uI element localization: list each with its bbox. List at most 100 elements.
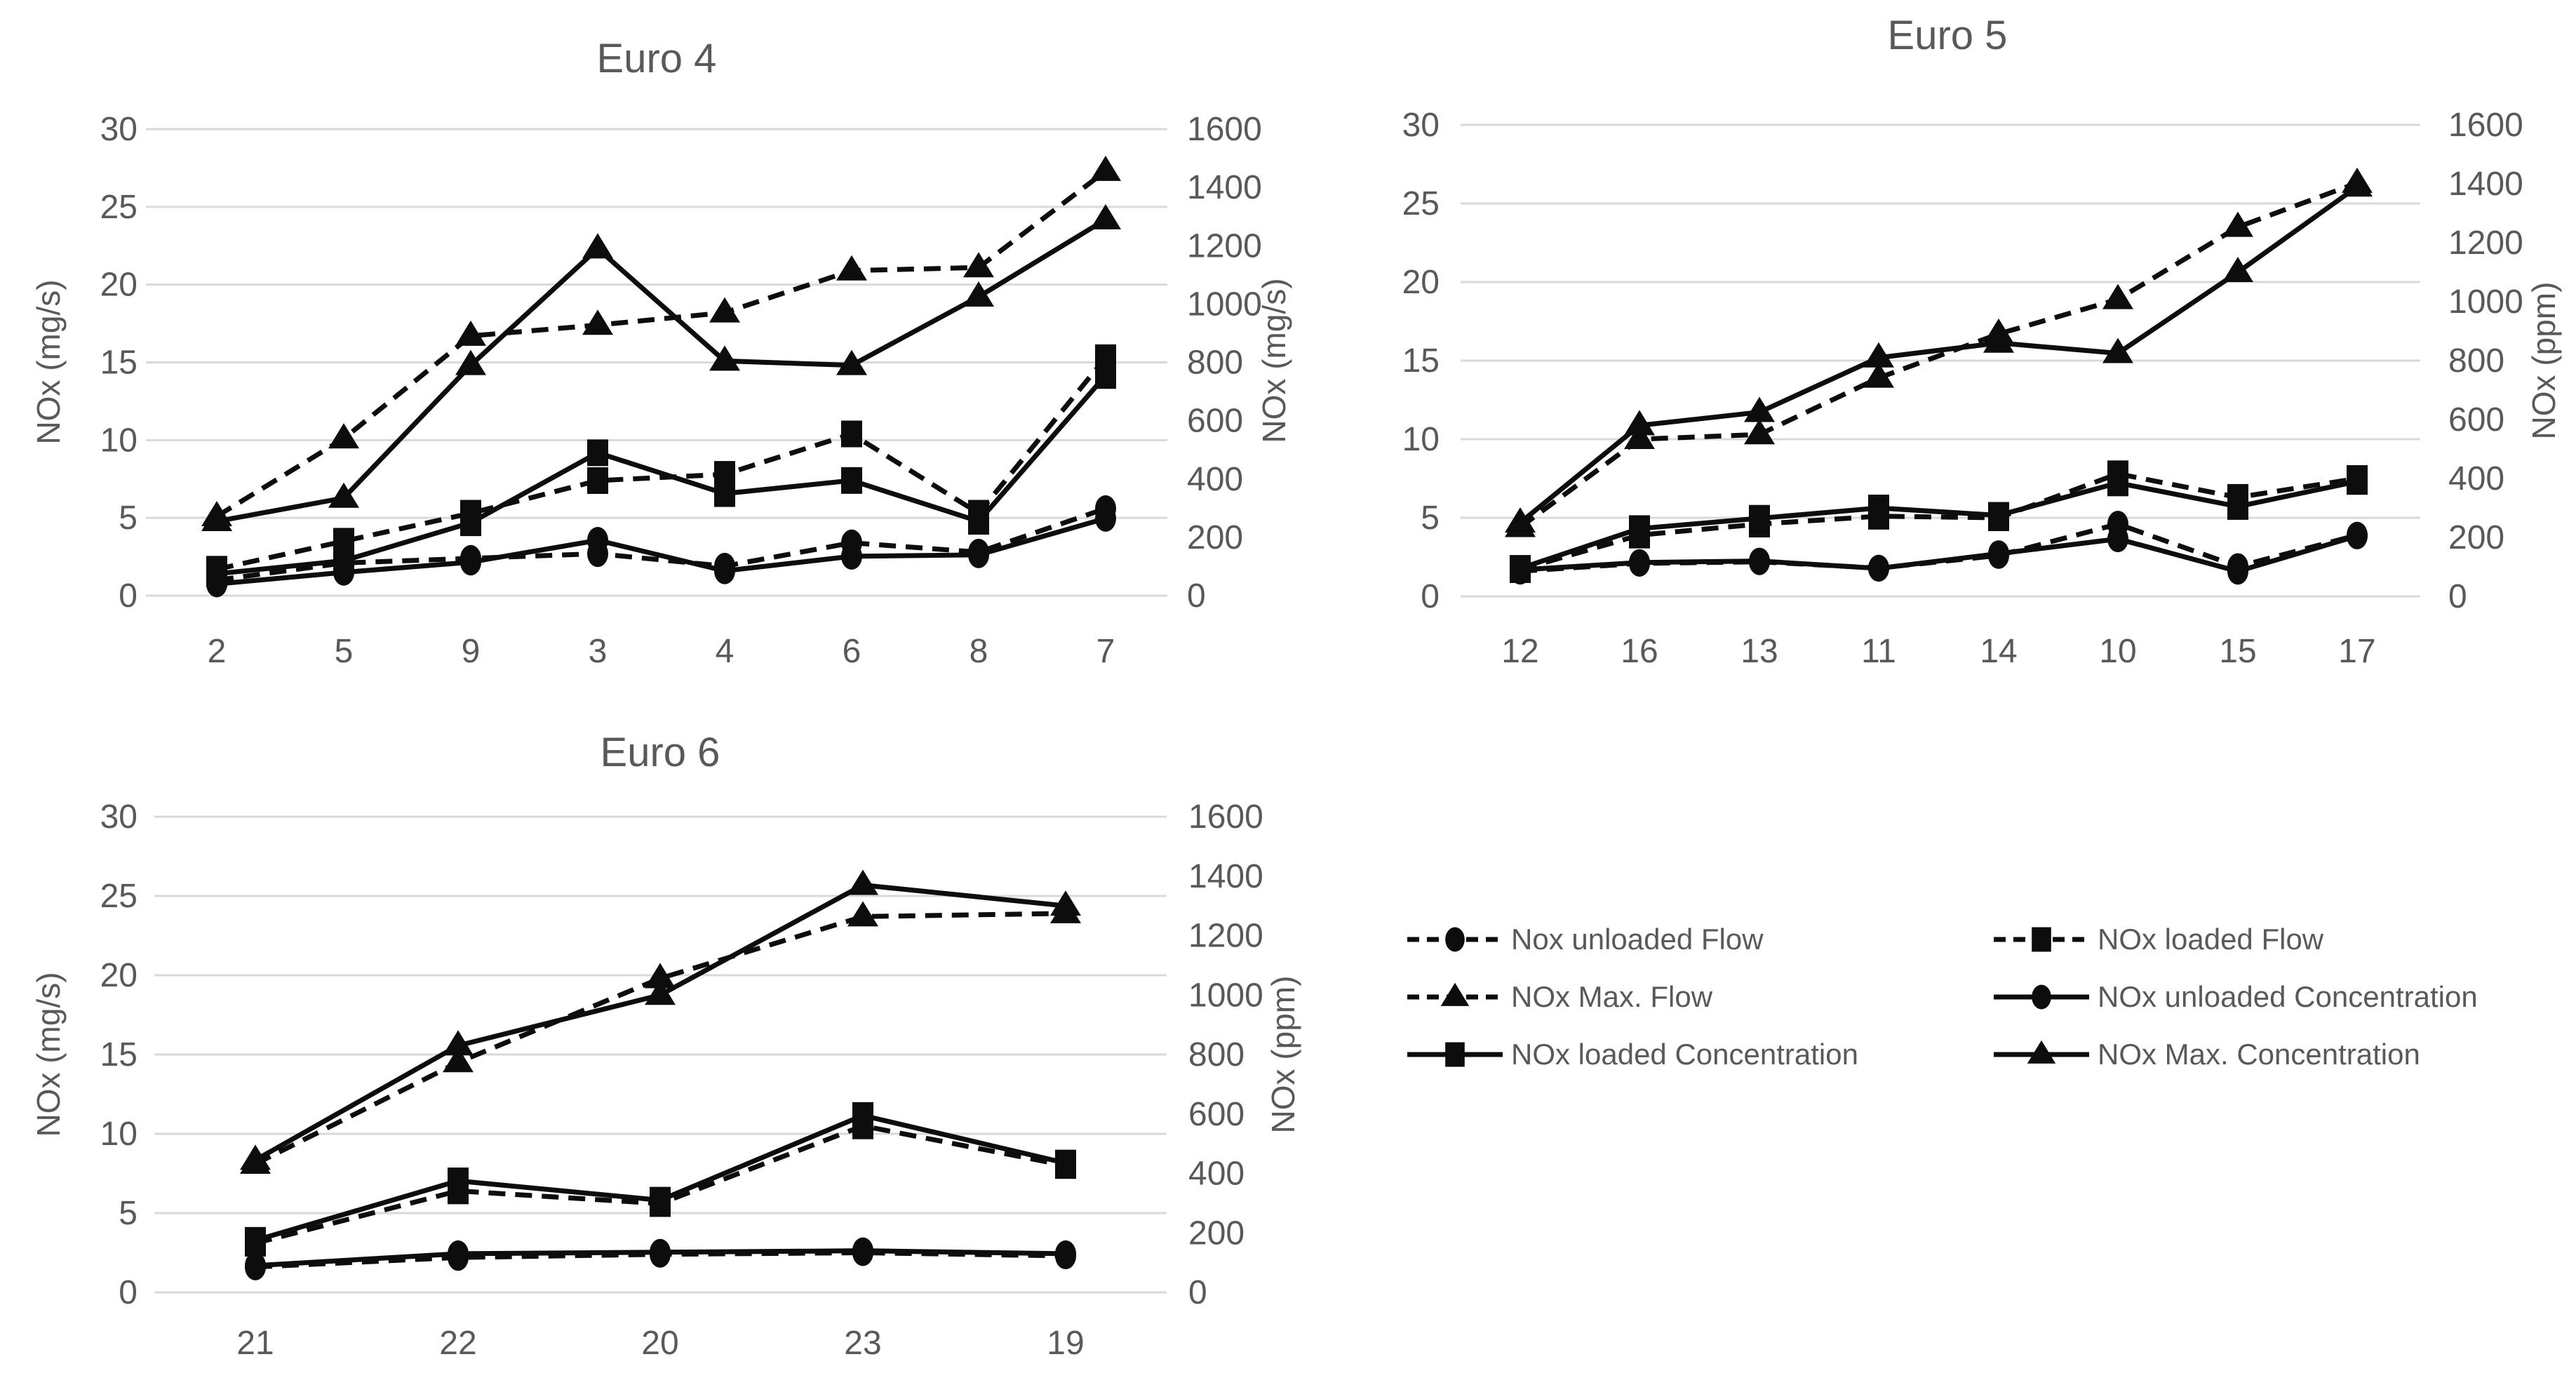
svg-text:25: 25 xyxy=(100,878,137,915)
svg-text:1000: 1000 xyxy=(1187,286,1262,323)
svg-text:16: 16 xyxy=(1621,633,1658,670)
legend: Nox unloaded Flow NOx loaded Flow NOx Ma… xyxy=(1406,911,2478,1083)
series-nox-unloaded-concentration xyxy=(1510,522,2368,585)
legend-item-nox-max-flow: NOx Max. Flow xyxy=(1406,977,1992,1017)
svg-text:8: 8 xyxy=(970,633,988,670)
svg-text:1400: 1400 xyxy=(1187,169,1262,206)
legend-label: NOx Max. Concentration xyxy=(2098,1038,2420,1071)
dashed-square-marker-icon xyxy=(1992,920,2091,959)
series-nox-loaded-concentration xyxy=(1510,468,2368,582)
chart-euro-4: 0510152025300200400600800100012001400160… xyxy=(30,36,1262,670)
svg-text:20: 20 xyxy=(641,1325,678,1362)
svg-text:5: 5 xyxy=(119,500,137,537)
gridlines xyxy=(1461,123,2420,598)
y-axis-right-label: NOx (ppm) xyxy=(1265,976,1301,1134)
svg-text:15: 15 xyxy=(1402,342,1440,380)
gridlines xyxy=(154,815,1167,1294)
svg-text:400: 400 xyxy=(1187,461,1243,498)
y-axis-right-label: NOx (ppm) xyxy=(2525,282,2562,440)
solid-triangle-marker-icon xyxy=(1992,1035,2091,1074)
svg-text:1600: 1600 xyxy=(2448,107,2523,144)
solid-square-marker-icon xyxy=(1406,1035,1504,1074)
svg-text:10: 10 xyxy=(100,422,137,459)
svg-text:15: 15 xyxy=(2219,633,2256,670)
y-axis-left-ticks: 0 5 10 15 20 25 30 xyxy=(100,798,137,1311)
svg-text:12: 12 xyxy=(1501,633,1538,670)
svg-text:30: 30 xyxy=(1402,107,1440,144)
svg-text:5: 5 xyxy=(119,1195,137,1232)
svg-text:1200: 1200 xyxy=(2448,225,2523,262)
y-axis-right-ticks: 0 200 400 600 800 1000 1200 1400 1600 xyxy=(1188,798,1263,1311)
legend-label: NOx Max. Flow xyxy=(1511,980,1713,1013)
chart-euro-5: 0510152025300200400600800100012001400160… xyxy=(1256,13,2562,670)
x-axis-ticks: 21 22 20 23 19 xyxy=(236,1325,1084,1362)
legend-item-nox-unloaded-concentration: NOx unloaded Concentration xyxy=(1992,977,2478,1017)
svg-text:15: 15 xyxy=(100,1036,137,1073)
svg-text:800: 800 xyxy=(1188,1036,1245,1073)
legend-label: NOx unloaded Concentration xyxy=(2098,980,2478,1013)
x-axis-ticks: 12 16 13 11 14 10 15 17 xyxy=(1501,633,2375,670)
svg-text:200: 200 xyxy=(1187,519,1243,556)
legend-item-nox-max-concentration: NOx Max. Concentration xyxy=(1992,1035,2478,1074)
svg-text:7: 7 xyxy=(1096,633,1115,670)
series-nox-max-concentration xyxy=(1505,171,2373,533)
legend-item-nox-loaded-concentration: NOx loaded Concentration xyxy=(1406,1035,1992,1074)
svg-text:400: 400 xyxy=(1188,1156,1245,1193)
svg-text:600: 600 xyxy=(2448,401,2504,439)
legend-label: NOx loaded Flow xyxy=(2098,923,2324,956)
svg-text:1600: 1600 xyxy=(1187,111,1262,148)
series-nox-max-concentration xyxy=(240,869,1081,1170)
svg-text:9: 9 xyxy=(462,633,481,670)
chart-euro-6: 0 5 10 15 20 25 30 0 200 400 600 800 1000 1200 1400 160… xyxy=(30,730,1301,1362)
svg-text:600: 600 xyxy=(1188,1096,1245,1133)
svg-text:1200: 1200 xyxy=(1188,918,1263,955)
svg-text:6: 6 xyxy=(843,633,861,670)
svg-text:4: 4 xyxy=(716,633,734,670)
svg-text:20: 20 xyxy=(100,957,137,994)
series-nox-max-flow xyxy=(240,897,1081,1174)
svg-text:10: 10 xyxy=(1402,421,1440,458)
legend-item-nox-loaded-flow: NOx loaded Flow xyxy=(1992,920,2478,959)
svg-text:25: 25 xyxy=(1402,185,1440,222)
y-axis-left-label: NOx (mg/s) xyxy=(30,279,67,444)
svg-text:5: 5 xyxy=(335,633,354,670)
y-axis-right-ticks: 0 200 400 600 800 1000 1200 1400 1600 xyxy=(2448,107,2523,615)
chart-title: Euro 4 xyxy=(597,36,717,81)
y-axis-left-ticks: 0 5 10 15 20 25 30 xyxy=(1402,107,1440,615)
svg-text:17: 17 xyxy=(2338,633,2375,670)
y-axis-left-label: NOx (mg/s) xyxy=(1256,278,1292,443)
solid-circle-marker-icon xyxy=(1992,977,2091,1017)
svg-text:10: 10 xyxy=(100,1116,137,1153)
svg-text:20: 20 xyxy=(1402,264,1440,301)
svg-text:1600: 1600 xyxy=(1188,798,1263,836)
y-axis-left-label: NOx (mg/s) xyxy=(30,972,67,1137)
svg-text:600: 600 xyxy=(1187,403,1243,440)
dashed-circle-marker-icon xyxy=(1406,920,1504,959)
svg-text:5: 5 xyxy=(1421,500,1440,537)
svg-text:0: 0 xyxy=(119,1274,137,1311)
series-nox-max-concentration xyxy=(201,203,1121,532)
series-nox-loaded-concentration xyxy=(206,362,1116,587)
svg-text:0: 0 xyxy=(1187,577,1206,615)
svg-text:200: 200 xyxy=(2448,519,2504,556)
svg-text:25: 25 xyxy=(100,189,137,226)
chart-title: Euro 6 xyxy=(601,730,720,775)
svg-text:400: 400 xyxy=(2448,460,2504,497)
series-nox-max-flow xyxy=(201,155,1121,526)
y-axis-left-ticks: 0 5 10 15 20 25 30 xyxy=(100,111,137,615)
svg-text:800: 800 xyxy=(2448,342,2504,380)
svg-text:14: 14 xyxy=(1980,633,2017,670)
svg-text:1200: 1200 xyxy=(1187,227,1262,265)
svg-text:1400: 1400 xyxy=(1188,858,1263,895)
svg-text:19: 19 xyxy=(1047,1325,1084,1362)
legend-label: Nox unloaded Flow xyxy=(1511,923,1764,956)
svg-text:10: 10 xyxy=(2099,633,2136,670)
svg-text:2: 2 xyxy=(208,633,227,670)
svg-text:30: 30 xyxy=(100,111,137,148)
svg-text:20: 20 xyxy=(100,267,137,304)
svg-text:22: 22 xyxy=(439,1325,476,1362)
svg-text:1000: 1000 xyxy=(2448,283,2523,321)
svg-text:0: 0 xyxy=(2448,578,2467,615)
svg-text:3: 3 xyxy=(589,633,608,670)
